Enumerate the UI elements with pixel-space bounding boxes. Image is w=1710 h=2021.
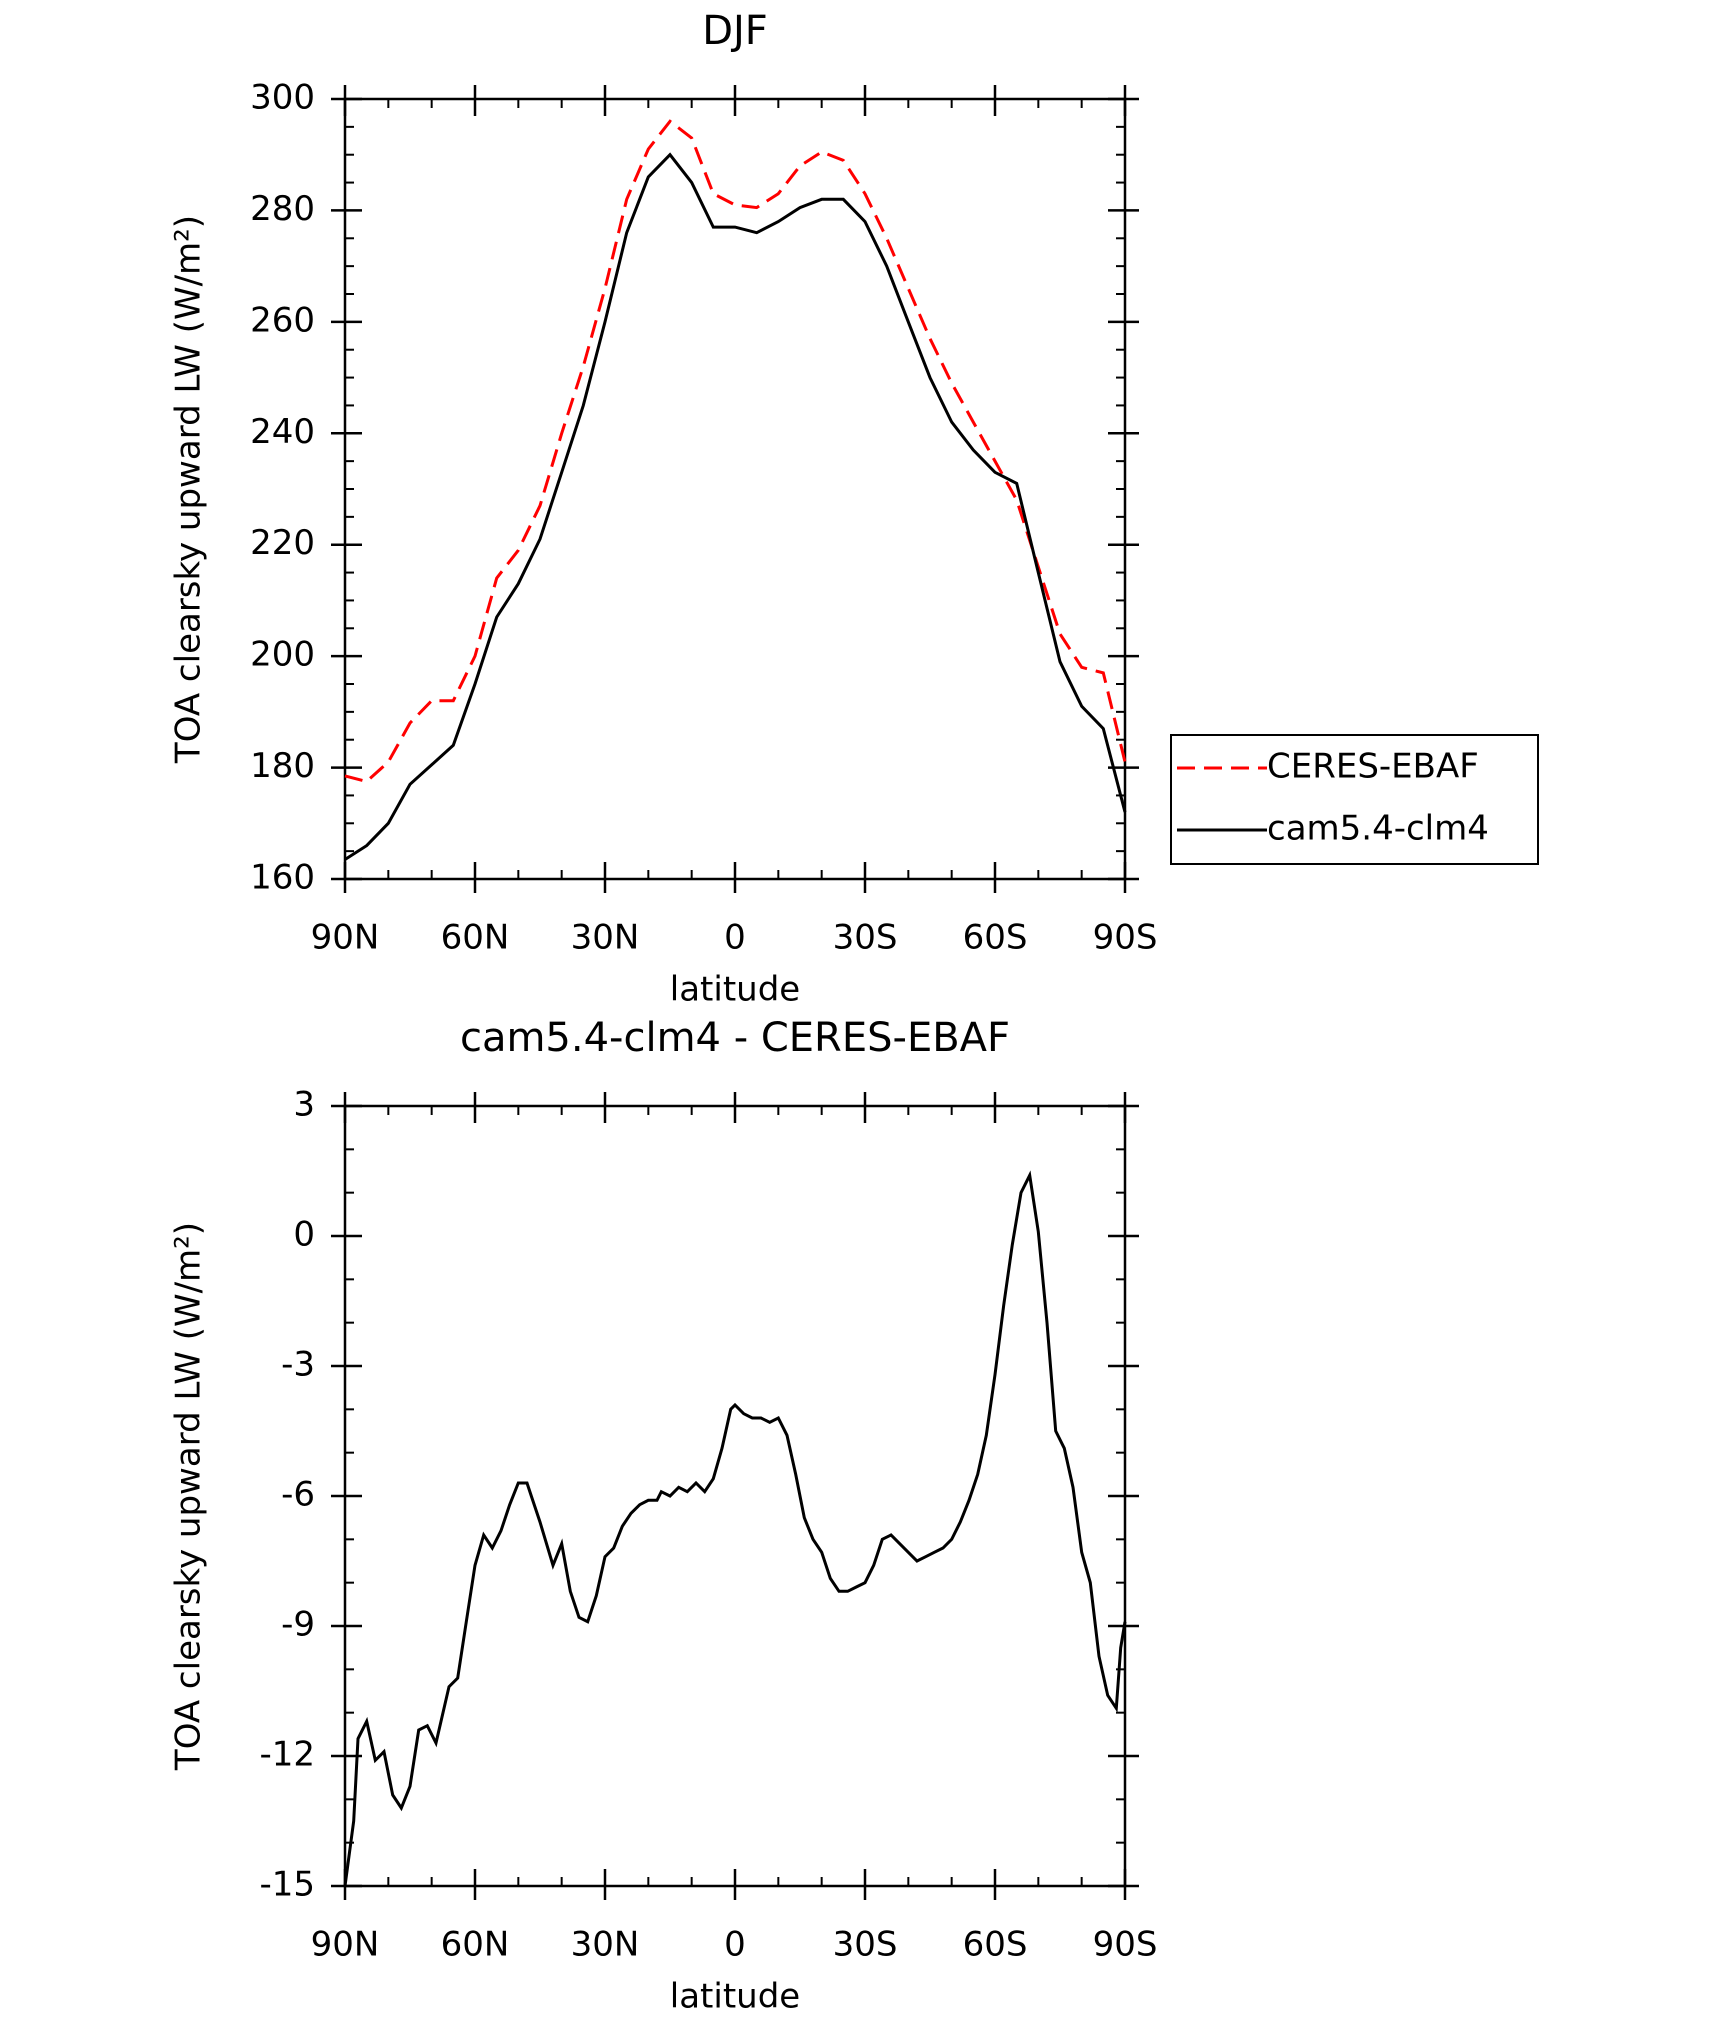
y-axis-label: TOA clearsky upward LW (W/m²) <box>169 215 209 764</box>
x-tick-label: 0 <box>724 1925 746 1965</box>
x-tick-label: 90S <box>1093 918 1158 958</box>
y-tick-label: 0 <box>293 1215 315 1255</box>
x-tick-label: 30S <box>833 918 898 958</box>
y-axis-label: TOA clearsky upward LW (W/m²) <box>169 1222 209 1771</box>
y-tick-label: 200 <box>250 635 315 675</box>
y-tick-label: 160 <box>250 858 315 898</box>
x-tick-label: 60N <box>441 1925 510 1965</box>
y-tick-label: 3 <box>293 1085 315 1125</box>
x-tick-label: 90N <box>311 918 380 958</box>
y-tick-label: -3 <box>281 1345 315 1385</box>
x-tick-label: 30S <box>833 1925 898 1965</box>
x-tick-label: 90S <box>1093 1925 1158 1965</box>
legend-box <box>1170 734 1539 865</box>
plot-frame <box>343 97 1127 881</box>
x-tick-label: 60S <box>963 1925 1028 1965</box>
plot-frame <box>343 1104 1127 1888</box>
y-tick-label: -12 <box>259 1735 315 1775</box>
y-tick-label: 220 <box>250 523 315 563</box>
x-tick-label: 60N <box>441 918 510 958</box>
y-tick-label: 300 <box>250 78 315 118</box>
legend-label: cam5.4-clm4 <box>1267 809 1489 849</box>
chart-title: DJF <box>702 8 768 54</box>
data-line <box>344 152 1127 861</box>
y-tick-label: 260 <box>250 300 315 340</box>
x-tick-label: 60S <box>963 918 1028 958</box>
y-tick-label: -6 <box>281 1475 315 1515</box>
chart-title: cam5.4-clm4 - CERES-EBAF <box>460 1015 1010 1061</box>
x-tick-label: 30N <box>571 918 640 958</box>
x-axis-label: latitude <box>670 1977 800 2017</box>
x-tick-label: 0 <box>724 918 746 958</box>
y-tick-label: 180 <box>250 746 315 786</box>
x-axis-label: latitude <box>670 970 800 1010</box>
data-line <box>343 1170 1127 1887</box>
x-tick-label: 30N <box>571 1925 640 1965</box>
y-tick-label: -15 <box>259 1865 315 1905</box>
legend-label: CERES-EBAF <box>1267 747 1479 787</box>
y-tick-label: 240 <box>250 412 315 452</box>
y-tick-label: 280 <box>250 189 315 229</box>
x-tick-label: 90N <box>311 1925 380 1965</box>
data-line <box>344 119 1127 784</box>
y-tick-label: -9 <box>281 1605 315 1645</box>
